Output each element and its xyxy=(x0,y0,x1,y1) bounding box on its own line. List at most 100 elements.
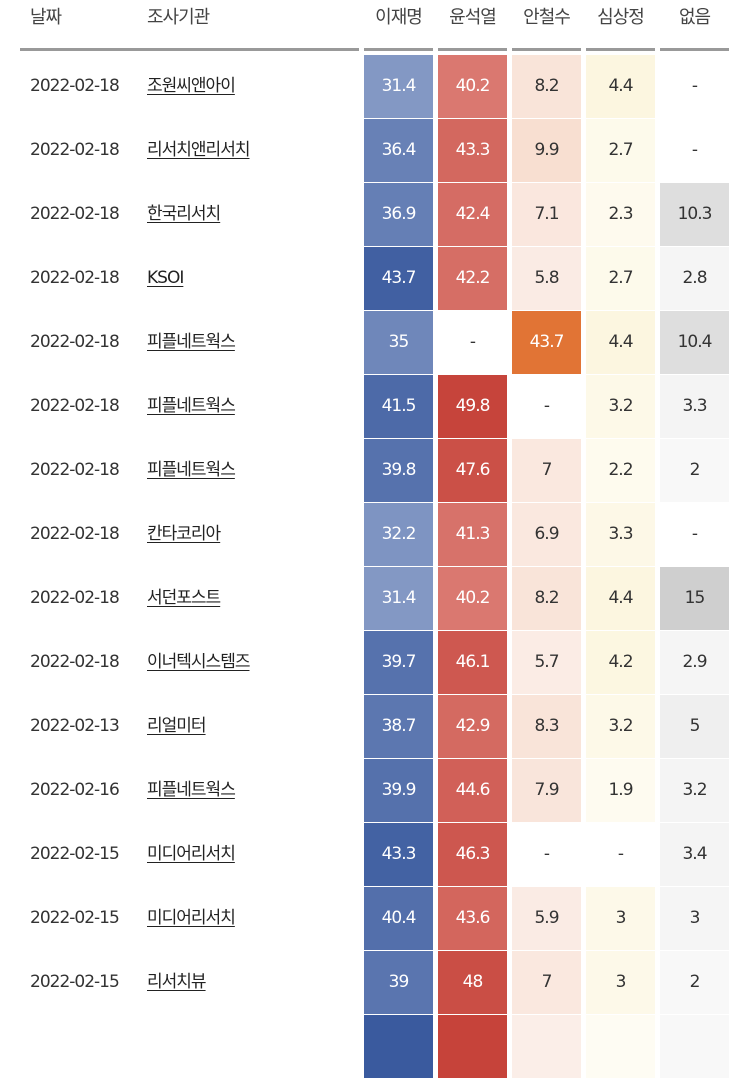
value-cell-none: 2 xyxy=(660,439,729,502)
agency-link[interactable]: 칸타코리아 xyxy=(147,524,221,544)
agency-cell: 칸타코리아 xyxy=(138,503,368,566)
value-cell-none: 2.9 xyxy=(660,631,729,694)
value-cell-none: 3.2 xyxy=(660,759,729,822)
value-cell-sim: 4.2 xyxy=(586,631,655,694)
agency-link[interactable]: 피플네트웍스 xyxy=(147,460,236,480)
agency-link[interactable]: KSOI xyxy=(147,268,184,288)
value-cell-lee: 43.3 xyxy=(364,823,433,886)
agency-link[interactable]: 리얼미터 xyxy=(147,716,207,736)
table-row: 2022-02-13 리얼미터 38.7 42.9 8.3 3.2 5 xyxy=(0,695,750,759)
date-cell: 2022-02-18 xyxy=(30,332,120,352)
value-cell-none: - xyxy=(691,524,698,544)
value-cell-ahn: 8.3 xyxy=(512,695,581,758)
value-cell-lee: 40.4 xyxy=(364,887,433,950)
agency-cell: 이너텍시스템즈 xyxy=(138,631,368,694)
value-cell-lee: 39.8 xyxy=(364,439,433,502)
date-cell: 2022-02-13 xyxy=(30,716,120,736)
value-cell-sim: 2.2 xyxy=(586,439,655,502)
value-cell-none: - xyxy=(691,76,698,96)
value-cell-lee: 31.4 xyxy=(364,55,433,118)
value-cell-yoon xyxy=(438,1015,507,1078)
value-cell-none: 10.3 xyxy=(660,183,729,246)
value-cell-lee: 39.7 xyxy=(364,631,433,694)
value-cell-lee: 36.9 xyxy=(364,183,433,246)
value-cell-ahn: 7 xyxy=(512,439,581,502)
table-row: 2022-02-18 서던포스트 31.4 40.2 8.2 4.4 15 xyxy=(0,567,750,631)
agency-link[interactable]: 리서치뷰 xyxy=(147,972,207,992)
value-cell-yoon: 43.3 xyxy=(438,119,507,182)
agency-link[interactable]: 조원씨앤아이 xyxy=(147,76,236,96)
header-sim[interactable]: 심상정 xyxy=(586,0,655,51)
table-row: 2022-02-18 피플네트웍스 35 - 43.7 4.4 10.4 xyxy=(0,311,750,375)
value-cell-none: 10.4 xyxy=(660,311,729,374)
date-cell: 2022-02-18 xyxy=(30,396,120,416)
value-cell-ahn: 8.2 xyxy=(512,567,581,630)
value-cell-sim: 2.3 xyxy=(586,183,655,246)
header-lee[interactable]: 이재명 xyxy=(364,0,433,51)
agency-link[interactable]: 리서치앤리서치 xyxy=(147,140,250,160)
value-cell-ahn: 9.9 xyxy=(512,119,581,182)
value-cell-lee: 38.7 xyxy=(364,695,433,758)
agency-link[interactable]: 한국리서치 xyxy=(147,204,221,224)
agency-link[interactable]: 피플네트웍스 xyxy=(147,332,236,352)
value-cell-lee: 35 xyxy=(364,311,433,374)
date-cell: 2022-02-18 xyxy=(30,460,120,480)
header-date[interactable]: 날짜 xyxy=(20,0,142,51)
table-row: 2022-02-15 미디어리서치 43.3 46.3 - - 3.4 xyxy=(0,823,750,887)
value-cell-yoon: 46.3 xyxy=(438,823,507,886)
value-cell-yoon: 42.2 xyxy=(438,247,507,310)
table-row: 2022-02-18 리서치앤리서치 36.4 43.3 9.9 2.7 - xyxy=(0,119,750,183)
value-cell-ahn xyxy=(512,1015,581,1078)
agency-link[interactable]: 피플네트웍스 xyxy=(147,780,236,800)
value-cell-sim: 4.4 xyxy=(586,311,655,374)
value-cell-ahn: - xyxy=(543,396,550,416)
value-cell-sim: 3.2 xyxy=(586,695,655,758)
table-row: 2022-02-18 피플네트웍스 41.5 49.8 - 3.2 3.3 xyxy=(0,375,750,439)
value-cell-lee xyxy=(364,1015,433,1078)
value-cell-none: 15 xyxy=(660,567,729,630)
table-row: 2022-02-18 한국리서치 36.9 42.4 7.1 2.3 10.3 xyxy=(0,183,750,247)
date-cell: 2022-02-16 xyxy=(30,780,120,800)
value-cell-ahn: 5.9 xyxy=(512,887,581,950)
table-row: 2022-02-16 피플네트웍스 39.9 44.6 7.9 1.9 3.2 xyxy=(0,759,750,823)
value-cell-none: 2.8 xyxy=(660,247,729,310)
header-none[interactable]: 없음 xyxy=(660,0,729,51)
value-cell-sim: 4.4 xyxy=(586,567,655,630)
agency-link[interactable]: 피플네트웍스 xyxy=(147,396,236,416)
agency-cell: KSOI xyxy=(138,247,368,310)
agency-link[interactable]: 이너텍시스템즈 xyxy=(147,652,250,672)
table-row: 2022-02-18 이너텍시스템즈 39.7 46.1 5.7 4.2 2.9 xyxy=(0,631,750,695)
value-cell-ahn: 8.2 xyxy=(512,55,581,118)
date-cell: 2022-02-18 xyxy=(30,588,120,608)
agency-cell: 서던포스트 xyxy=(138,567,368,630)
value-cell-none: 3.3 xyxy=(660,375,729,438)
value-cell-ahn: 43.7 xyxy=(512,311,581,374)
agency-cell: 리얼미터 xyxy=(138,695,368,758)
value-cell-sim: 2.7 xyxy=(586,119,655,182)
date-cell: 2022-02-18 xyxy=(30,204,120,224)
agency-cell: 피플네트웍스 xyxy=(138,375,368,438)
agency-cell: 리서치뷰 xyxy=(138,951,368,1014)
agency-cell: 피플네트웍스 xyxy=(138,439,368,502)
agency-cell: 미디어리서치 xyxy=(138,823,368,886)
table-row: 2022-02-15 리서치뷰 39 48 7 3 2 xyxy=(0,951,750,1015)
header-agency[interactable]: 조사기관 xyxy=(138,0,359,51)
value-cell-none: 2 xyxy=(660,951,729,1014)
value-cell-sim: - xyxy=(617,844,624,864)
value-cell-sim: 3 xyxy=(586,887,655,950)
value-cell-yoon: 49.8 xyxy=(438,375,507,438)
header-ahn[interactable]: 안철수 xyxy=(512,0,581,51)
value-cell-ahn: 7.1 xyxy=(512,183,581,246)
agency-link[interactable]: 서던포스트 xyxy=(147,588,221,608)
value-cell-none: - xyxy=(691,140,698,160)
header-yoon[interactable]: 윤석열 xyxy=(438,0,507,51)
value-cell-none: 3 xyxy=(660,887,729,950)
table-row: 2022-02-18 칸타코리아 32.2 41.3 6.9 3.3 - xyxy=(0,503,750,567)
agency-link[interactable]: 미디어리서치 xyxy=(147,844,236,864)
value-cell-ahn: - xyxy=(543,844,550,864)
value-cell-ahn: 7.9 xyxy=(512,759,581,822)
value-cell-sim: 2.7 xyxy=(586,247,655,310)
agency-cell: 조원씨앤아이 xyxy=(138,55,368,118)
agency-cell: 피플네트웍스 xyxy=(138,759,368,822)
agency-link[interactable]: 미디어리서치 xyxy=(147,908,236,928)
